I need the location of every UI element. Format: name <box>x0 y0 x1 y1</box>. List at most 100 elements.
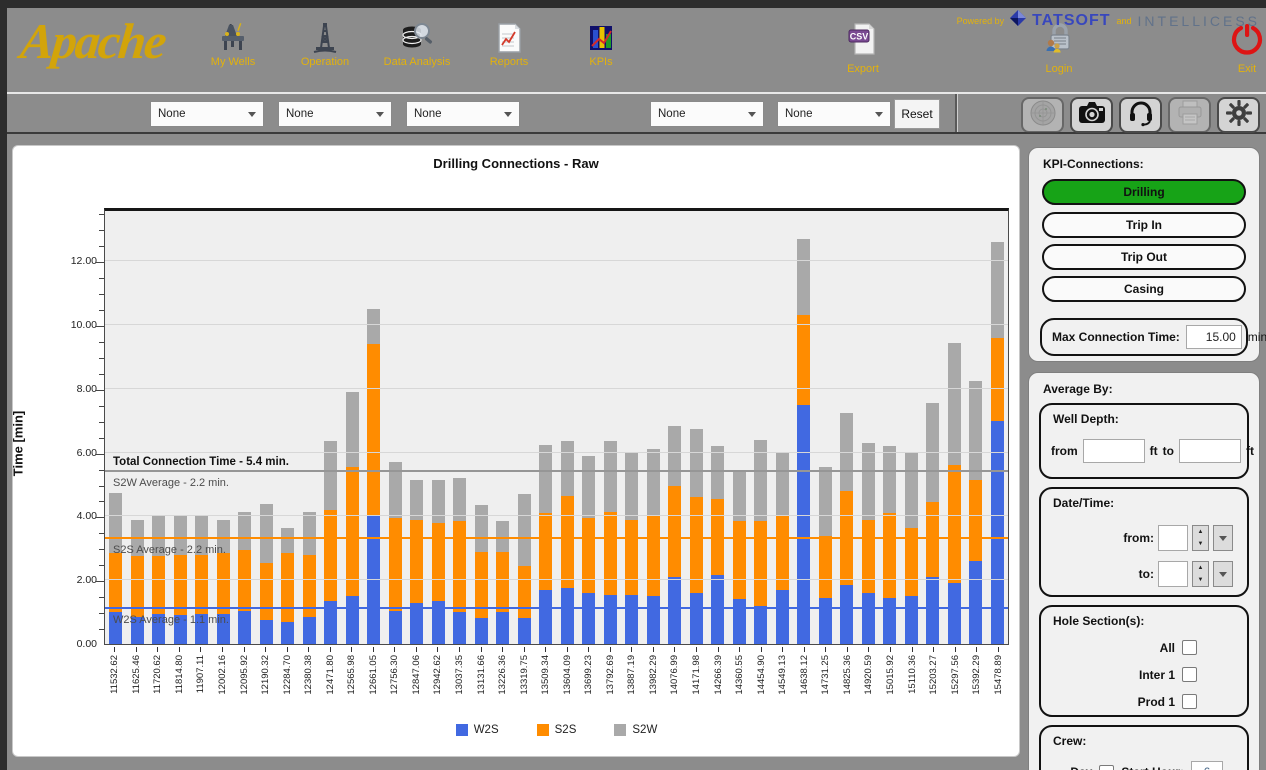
login-button[interactable]: Login <box>1029 22 1089 75</box>
hole-section-inter1-label: Inter 1 <box>1138 667 1175 682</box>
x-tick-label: 12565.98 <box>346 655 358 695</box>
nav-data-analysis[interactable]: Data Analysis <box>381 22 453 68</box>
x-tick-mark <box>674 647 676 652</box>
filter-dropdown-4-value: None <box>658 108 686 120</box>
filter-dropdown-2[interactable]: None <box>278 101 392 127</box>
x-label-slot: 12284.70 <box>276 647 298 717</box>
average-reference-line <box>105 536 1008 539</box>
nav-operation[interactable]: Operation <box>289 22 361 68</box>
x-label-slot: 15297.56 <box>944 647 966 717</box>
spinner-up-button[interactable]: ▲ <box>1193 562 1208 574</box>
database-search-icon <box>399 22 435 54</box>
bar-segment-s2w <box>969 380 983 480</box>
x-tick-mark <box>846 647 848 652</box>
x-tick-mark <box>286 647 288 652</box>
bar-slot <box>363 211 385 644</box>
bar-segment-w2s <box>281 621 295 644</box>
bar-segment-s2s <box>367 344 381 517</box>
spinner-up-button[interactable]: ▲ <box>1193 526 1208 538</box>
y-tick-mark <box>99 629 104 631</box>
legend-swatch <box>455 724 468 736</box>
kpi-button-trip-in[interactable]: Trip In <box>1042 212 1246 238</box>
kpi-button-trip-out[interactable]: Trip Out <box>1042 244 1246 270</box>
bar-segment-w2s <box>625 594 639 644</box>
x-tick-label: 12284.70 <box>281 655 293 695</box>
x-tick-mark <box>308 647 310 652</box>
x-tick-mark <box>717 647 719 652</box>
x-tick-label: 14454.90 <box>755 655 767 695</box>
x-tick-label: 11532.62 <box>109 655 121 694</box>
spinner-down-button[interactable]: ▼ <box>1193 574 1208 586</box>
max-connection-time-input[interactable] <box>1185 325 1242 349</box>
support-button[interactable] <box>1119 97 1162 133</box>
x-tick-mark <box>394 647 396 652</box>
filter-dropdown-4[interactable]: None <box>650 101 764 127</box>
stacked-bar <box>689 428 703 644</box>
bar-segment-s2w <box>582 455 596 519</box>
bar-slot <box>922 211 944 644</box>
well-depth-from-input[interactable] <box>1082 439 1145 463</box>
well-depth-from-label: from <box>1051 444 1078 458</box>
date-time-box: Date/Time: from: ▲ ▼ to: ▲ ▼ <box>1039 487 1249 597</box>
stacked-bar <box>281 527 295 644</box>
radar-view-button[interactable] <box>1021 97 1064 133</box>
well-depth-to-input[interactable] <box>1179 439 1241 463</box>
hole-section-all-checkbox[interactable] <box>1182 640 1197 655</box>
print-button[interactable] <box>1168 97 1211 133</box>
nav-data-analysis-label: Data Analysis <box>383 56 451 68</box>
bar-segment-w2s <box>646 596 660 644</box>
x-tick-mark <box>265 647 267 652</box>
crew-start-hour-input[interactable] <box>1191 761 1223 770</box>
y-tick-label: 10.00 <box>70 319 97 332</box>
hole-sections-box: Hole Section(s): All Inter 1 Prod 1 <box>1039 605 1249 717</box>
legend-item-s2w: S2W <box>614 724 657 736</box>
filter-dropdown-5[interactable]: None <box>777 101 891 127</box>
bar-segment-s2s <box>281 553 295 622</box>
toolbar-separator <box>955 94 958 132</box>
kpi-button-casing[interactable]: Casing <box>1042 276 1246 302</box>
bar-segment-s2w <box>797 238 811 316</box>
stacked-bar <box>474 505 488 644</box>
x-tick-label: 13037.35 <box>454 655 466 695</box>
x-tick-label: 13887.19 <box>626 655 638 695</box>
x-tick-mark <box>997 647 999 652</box>
hole-section-inter1-checkbox[interactable] <box>1182 667 1197 682</box>
date-time-to-input[interactable] <box>1158 561 1188 587</box>
x-tick-mark <box>868 647 870 652</box>
exit-button[interactable]: Exit <box>1217 22 1266 75</box>
screenshot-button[interactable] <box>1070 97 1113 133</box>
legend-label: W2S <box>473 724 499 736</box>
export-button[interactable]: CSV Export <box>833 22 893 75</box>
x-tick-label: 15203.27 <box>928 655 940 695</box>
x-label-slot: 12002.16 <box>212 647 234 717</box>
main-nav: My Wells Operation Data Analysis Reports <box>197 22 637 68</box>
y-tick-mark <box>96 262 104 264</box>
stacked-bar <box>904 452 918 644</box>
filter-dropdown-3[interactable]: None <box>406 101 520 127</box>
kpi-connections-panel: KPI-Connections: Drilling Trip In Trip O… <box>1028 147 1266 362</box>
kpi-button-drilling[interactable]: Drilling <box>1042 179 1246 205</box>
stacked-bar <box>410 479 424 644</box>
filter-dropdown-1[interactable]: None <box>150 101 264 127</box>
reset-button[interactable]: Reset <box>894 99 940 129</box>
hole-section-prod1-checkbox[interactable] <box>1182 694 1197 709</box>
crew-day-checkbox[interactable] <box>1099 764 1115 770</box>
date-time-from-input[interactable] <box>1158 525 1188 551</box>
export-label: Export <box>847 63 879 75</box>
nav-my-wells[interactable]: My Wells <box>197 22 269 68</box>
bar-segment-w2s <box>947 583 961 644</box>
spinner-down-button[interactable]: ▼ <box>1193 538 1208 550</box>
bar-segment-w2s <box>904 596 918 644</box>
y-tick-mark <box>99 469 104 471</box>
bar-segment-s2s <box>689 497 703 593</box>
settings-button[interactable] <box>1217 97 1260 133</box>
nav-kpis-label: KPIs <box>589 56 613 68</box>
nav-reports[interactable]: Reports <box>473 22 545 68</box>
bar-segment-w2s <box>173 615 187 644</box>
bar-segment-w2s <box>496 612 510 644</box>
date-time-to-dropdown[interactable] <box>1213 561 1233 587</box>
x-label-slot: 13887.19 <box>621 647 643 717</box>
x-tick-mark <box>652 647 654 652</box>
date-time-from-dropdown[interactable] <box>1213 525 1233 551</box>
nav-kpis[interactable]: KPIs <box>565 22 637 68</box>
